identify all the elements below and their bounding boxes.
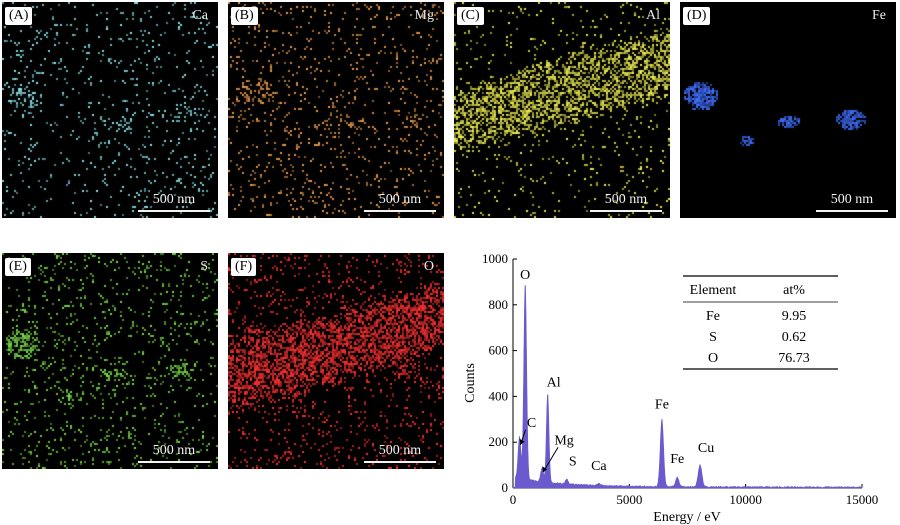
map-al-element: Al: [646, 8, 660, 23]
table-cell-element: Fe: [706, 309, 720, 324]
x-tick-label: 15000: [846, 492, 879, 507]
y-tick-label: 600: [489, 343, 509, 358]
table-cell-element: S: [709, 330, 717, 345]
map-al-scalebar: 500 nm: [590, 192, 662, 212]
map-mg: (B) Mg 500 nm: [228, 2, 444, 218]
map-mg-panel-label: (B): [231, 7, 258, 25]
x-axis-label: Energy / eV: [653, 510, 720, 525]
table-header-at-percent: at%: [783, 283, 805, 298]
peak-label-o: O: [520, 268, 530, 283]
x-tick-label: 10000: [729, 492, 762, 507]
map-fe: (D) Fe 500 nm: [680, 2, 896, 218]
y-tick-label: 200: [489, 434, 509, 449]
map-s-element: S: [200, 259, 208, 274]
chart-ticks: 0 5000 10000 15000 0 200 400 600 800 1000: [482, 251, 878, 507]
map-o: (F) O 500 nm: [228, 253, 444, 469]
map-mg-scalebar: 500 nm: [364, 192, 436, 212]
map-ca-panel-label: (A): [5, 7, 33, 25]
map-o-scale-text: 500 nm: [378, 443, 422, 458]
map-al: (C) Al 500 nm: [454, 2, 670, 218]
x-tick-label: 5000: [616, 492, 642, 507]
map-al-canvas: [454, 2, 670, 218]
map-al-scale-text: 500 nm: [604, 192, 648, 207]
peak-label-fe: Fe: [670, 452, 684, 467]
map-s-panel-label: (E): [5, 258, 31, 276]
peak-label-s: S: [569, 454, 577, 469]
map-al-panel-label: (C): [457, 7, 484, 25]
map-ca-scale-text: 500 nm: [152, 192, 196, 207]
map-fe-scale-text: 500 nm: [830, 192, 874, 207]
map-ca: (A) Ca 500 nm: [2, 2, 218, 218]
map-o-element: O: [423, 259, 434, 274]
map-mg-scale-text: 500 nm: [378, 192, 422, 207]
map-s: (E) S 500 nm: [2, 253, 218, 469]
peak-label-fe: Fe: [655, 397, 669, 412]
peak-label-ca: Ca: [591, 459, 607, 474]
y-tick-label: 800: [489, 297, 509, 312]
peak-label-al: Al: [547, 376, 561, 391]
map-ca-element: Ca: [192, 8, 208, 23]
composition-table: Element at% Fe 9.95 S 0.62 O 76.73: [683, 275, 838, 370]
map-o-scalebar: 500 nm: [364, 443, 436, 463]
y-tick-label: 400: [489, 388, 509, 403]
spectrum-trace: [512, 285, 863, 489]
peak-label-c: C: [527, 416, 536, 431]
map-ca-scalebar: 500 nm: [138, 192, 210, 212]
table-cell-value: 76.73: [778, 351, 810, 366]
map-mg-canvas: [228, 2, 444, 218]
map-ca-canvas: [2, 2, 218, 218]
table-cell-value: 0.62: [782, 330, 807, 345]
eds-spectrum-chart: 0 5000 10000 15000 0 200 400 600 800 1000 C O Mg Al S…: [463, 251, 878, 525]
peak-labels: C O Mg Al S Ca Fe Fe Cu: [519, 268, 714, 474]
table-cell-value: 9.95: [782, 309, 807, 324]
map-s-scale-text: 500 nm: [152, 443, 196, 458]
map-fe-panel-label: (D): [683, 7, 711, 25]
spectrum-area: [512, 285, 863, 489]
peak-label-cu: Cu: [698, 441, 714, 456]
chart-axes: [512, 259, 862, 489]
map-fe-element: Fe: [872, 8, 886, 23]
peak-arrowhead-mg: [542, 466, 548, 473]
y-tick-label: 1000: [482, 251, 508, 266]
peak-label-mg: Mg: [554, 433, 573, 448]
map-o-panel-label: (F): [231, 258, 257, 276]
y-tick-label: 0: [502, 480, 509, 495]
table-header-element: Element: [690, 283, 737, 298]
peak-arrowhead-c: [519, 438, 525, 445]
map-fe-scalebar: 500 nm: [816, 192, 888, 212]
y-axis-label: Counts: [463, 363, 478, 403]
x-tick-label: 0: [510, 492, 517, 507]
map-s-canvas: [2, 253, 218, 469]
table-cell-element: O: [708, 351, 718, 366]
map-mg-element: Mg: [414, 8, 434, 23]
map-o-canvas: [228, 253, 444, 469]
map-s-scalebar: 500 nm: [138, 443, 210, 463]
peak-arrow-mg: [542, 447, 559, 473]
map-fe-canvas: [680, 2, 896, 218]
